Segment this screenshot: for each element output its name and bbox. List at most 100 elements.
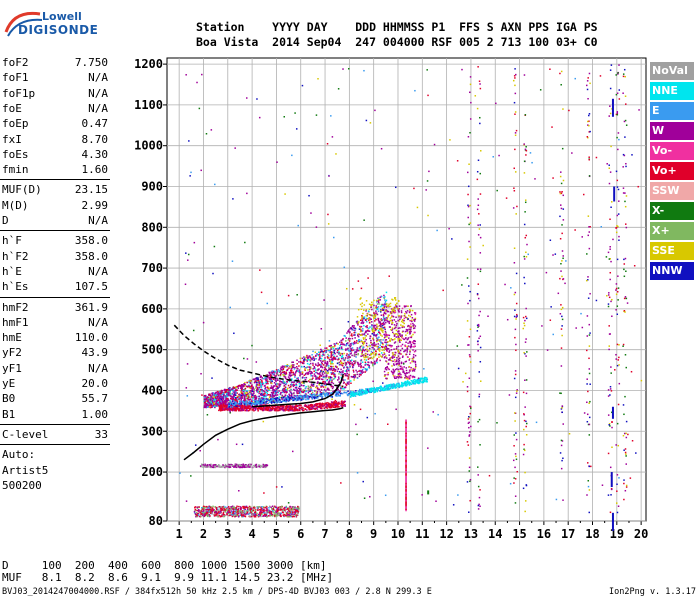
echo-point bbox=[383, 296, 385, 299]
echo-point bbox=[385, 306, 388, 308]
x-tick-label: 16 bbox=[537, 527, 551, 541]
echo-point bbox=[406, 338, 409, 341]
echo-point bbox=[328, 376, 330, 378]
echo-point bbox=[208, 404, 211, 406]
echo-point bbox=[340, 357, 343, 360]
echo-point bbox=[239, 405, 242, 407]
echo-point bbox=[391, 315, 393, 317]
echo-point bbox=[217, 390, 219, 393]
echo-point bbox=[363, 358, 366, 361]
echo-point bbox=[333, 375, 335, 377]
echo-point bbox=[308, 407, 311, 409]
echo-point bbox=[246, 392, 248, 394]
echo-point bbox=[304, 396, 306, 398]
echo-point bbox=[254, 394, 257, 397]
echo-point bbox=[213, 393, 215, 396]
echo-point bbox=[376, 388, 379, 391]
echo-point bbox=[250, 385, 253, 387]
echo-point bbox=[239, 406, 241, 408]
echo-point bbox=[357, 322, 360, 324]
echo-point bbox=[213, 403, 215, 406]
y-tick-label: 200 bbox=[141, 465, 163, 479]
echo-point bbox=[315, 407, 318, 409]
echo-point bbox=[313, 373, 316, 375]
echo-point bbox=[345, 383, 347, 385]
echo-point bbox=[328, 382, 331, 385]
echo-point bbox=[337, 349, 339, 352]
echo-point bbox=[365, 344, 368, 347]
echo-point bbox=[402, 330, 404, 333]
echo-point bbox=[320, 361, 323, 364]
echo-point bbox=[231, 397, 234, 399]
echo-point bbox=[221, 406, 223, 408]
echo-point bbox=[379, 299, 382, 301]
echo-point bbox=[312, 385, 315, 387]
echo-point bbox=[408, 308, 411, 311]
echo-point bbox=[387, 314, 390, 316]
echo-point bbox=[305, 356, 308, 359]
param-value: N/A bbox=[88, 214, 108, 227]
echo-point bbox=[330, 367, 333, 369]
echo-point bbox=[340, 343, 342, 346]
echo-point bbox=[351, 393, 353, 396]
echo-point bbox=[246, 381, 248, 384]
echo-point bbox=[382, 354, 384, 356]
echo-point bbox=[294, 389, 296, 391]
echo-point bbox=[312, 375, 314, 377]
echo-point bbox=[262, 393, 264, 396]
echo-point bbox=[253, 388, 255, 390]
x-tick-label: 20 bbox=[634, 527, 648, 541]
echo-point bbox=[356, 371, 358, 373]
echo-point bbox=[234, 408, 236, 410]
echo-point bbox=[389, 319, 391, 322]
echo-point bbox=[384, 368, 387, 370]
echo-point bbox=[320, 378, 323, 380]
echo-point bbox=[268, 399, 270, 402]
echo-point bbox=[401, 384, 404, 387]
echo-point bbox=[239, 385, 242, 388]
echo-point bbox=[243, 404, 246, 407]
echo-point bbox=[335, 394, 337, 396]
echo-point bbox=[396, 376, 398, 378]
echo-point bbox=[279, 396, 282, 399]
echo-point bbox=[404, 360, 407, 363]
echo-point bbox=[309, 378, 311, 381]
echo-point bbox=[230, 408, 232, 410]
echo-point bbox=[274, 409, 277, 411]
echo-point bbox=[271, 379, 273, 382]
echo-point bbox=[327, 367, 330, 369]
echo-point bbox=[345, 384, 348, 386]
echo-point bbox=[238, 395, 240, 398]
echo-point bbox=[306, 359, 309, 361]
echo-point bbox=[205, 399, 207, 401]
echo-point bbox=[398, 362, 400, 364]
echo-point bbox=[341, 364, 343, 366]
echo-point bbox=[229, 394, 232, 396]
echo-point bbox=[337, 368, 340, 370]
echo-point bbox=[222, 408, 224, 410]
echo-point bbox=[356, 349, 359, 351]
echo-point bbox=[258, 381, 260, 384]
param-value: 23.15 bbox=[74, 183, 108, 197]
echo-point bbox=[403, 322, 405, 325]
echo-point bbox=[407, 325, 409, 328]
echo-point bbox=[386, 317, 388, 319]
echo-point bbox=[351, 347, 354, 349]
echo-point bbox=[248, 384, 250, 386]
echo-point bbox=[219, 409, 222, 412]
echo-point bbox=[288, 397, 291, 399]
echo-point bbox=[292, 405, 294, 408]
echo-point bbox=[253, 378, 256, 381]
echo-point bbox=[385, 386, 388, 388]
echo-point bbox=[349, 353, 352, 355]
echo-point bbox=[293, 399, 295, 402]
echo-point bbox=[264, 378, 266, 380]
echo-point bbox=[336, 395, 338, 397]
echo-point bbox=[253, 401, 255, 404]
echo-point bbox=[373, 390, 376, 392]
echo-point bbox=[310, 371, 313, 373]
echo-point bbox=[332, 357, 334, 359]
echo-point bbox=[411, 317, 414, 319]
echo-point bbox=[297, 378, 299, 381]
echo-point bbox=[352, 369, 355, 372]
